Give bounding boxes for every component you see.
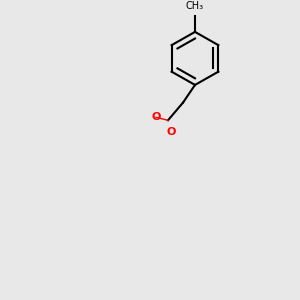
Text: CH₃: CH₃ [186, 1, 204, 11]
Text: O: O [166, 127, 176, 137]
Text: O: O [151, 112, 161, 122]
